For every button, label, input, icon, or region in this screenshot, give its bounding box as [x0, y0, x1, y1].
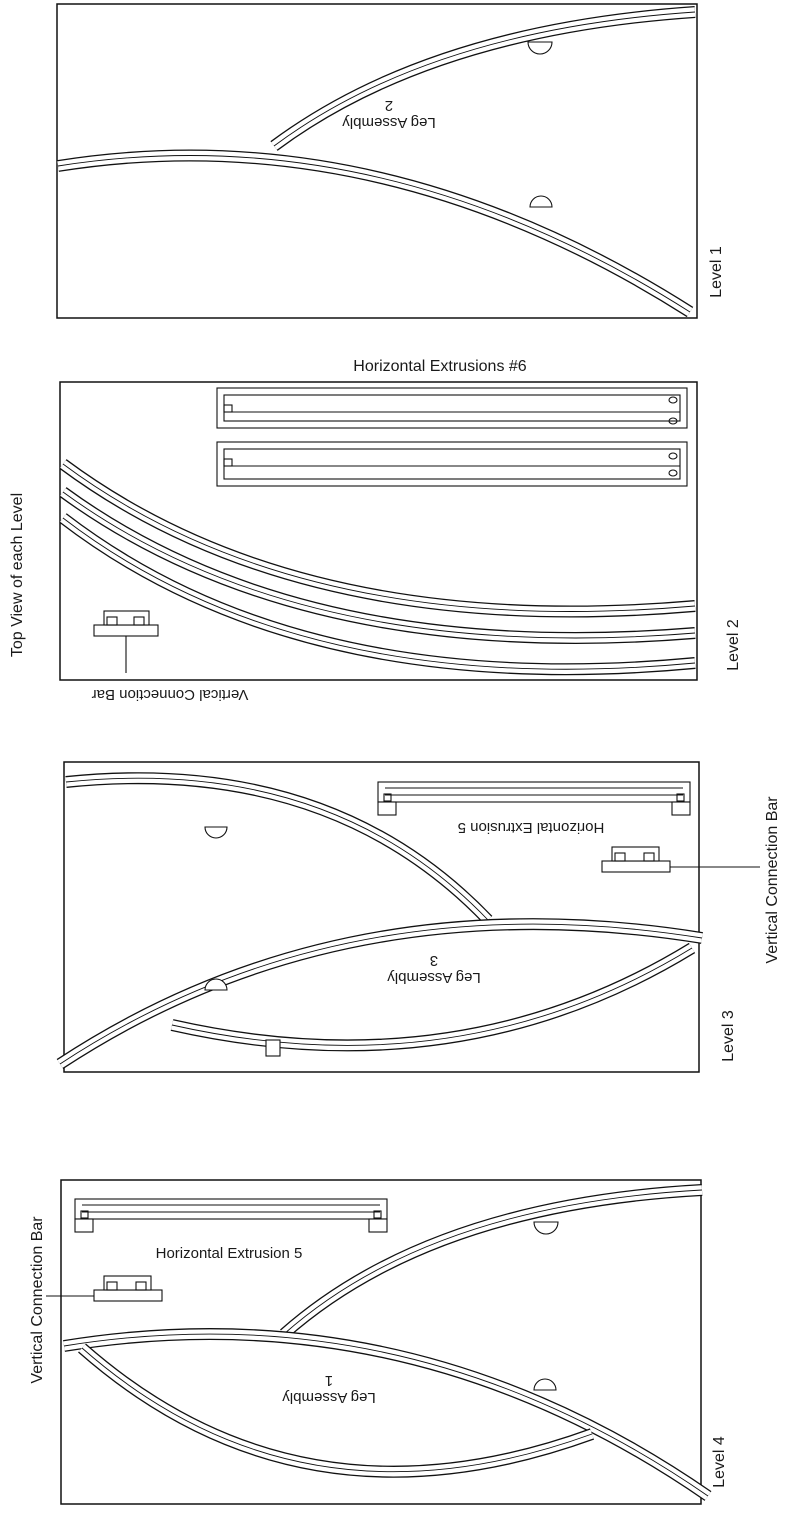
level-2-label: Level 2 [725, 619, 742, 671]
svg-text:1: 1 [325, 1372, 333, 1389]
level-4-mount-tab-b [533, 1378, 557, 1391]
svg-text:Leg Assembly: Leg Assembly [282, 1389, 376, 1406]
level-4-branch-rail [280, 1184, 703, 1339]
horizontal-extrusions-6-label: Horizontal Extrusions #6 [353, 358, 527, 375]
level-4-vertical-connection-bar-label: Vertical Connection Bar [29, 1216, 46, 1384]
level-3-mount-tab-b [204, 978, 228, 991]
horizontal-extrusion-bar-a [216, 387, 688, 429]
level-1-label: Level 1 [708, 246, 725, 298]
level-4-label: Level 4 [711, 1436, 728, 1488]
leg-assembly-3-label: Leg Assembly 3 [387, 952, 481, 986]
svg-text:3: 3 [430, 952, 438, 969]
level-4-vertical-connection-bar-part [46, 1275, 163, 1302]
level-2-curved-rail-a [59, 459, 696, 618]
level-4-long-rail [63, 1328, 712, 1501]
level-3-mount-block [265, 1039, 281, 1057]
top-view-label: Top View of each Level [9, 493, 26, 657]
level-1-branch-rail [270, 6, 696, 151]
svg-text:Leg Assembly: Leg Assembly [342, 114, 436, 131]
level-3-lower-rail [170, 942, 696, 1052]
level-3-vertical-connection-bar-part [601, 846, 760, 873]
level-4-lower-rail [78, 1343, 595, 1478]
level-2-vertical-connection-bar-label: Vertical Connection Bar [92, 686, 249, 703]
level-1-long-rail [57, 149, 694, 318]
leg-assembly-2-label: Leg Assembly 2 [342, 97, 436, 131]
level-4-mount-tab-a [533, 1221, 559, 1235]
level-3-label: Level 3 [720, 1010, 737, 1062]
svg-text:Leg Assembly: Leg Assembly [387, 969, 481, 986]
level-1-mount-tab-a [527, 41, 553, 55]
level-4-frame [60, 1179, 702, 1505]
level-1-panel: Leg Assembly 2 Level 1 [56, 3, 725, 319]
level-3-panel: Horizontal Extrusion 5 Vertical Connecti… [56, 761, 781, 1073]
svg-text:2: 2 [385, 97, 393, 114]
level-3-vertical-connection-bar-label: Vertical Connection Bar [764, 796, 781, 964]
level-3-long-rail [56, 918, 703, 1070]
level-1-mount-tab-b [529, 195, 553, 208]
level-4-horizontal-extrusion-part [74, 1198, 388, 1233]
level-4-horizontal-extrusion-label: Horizontal Extrusion 5 [156, 1245, 303, 1262]
level-2-curved-rail-b [59, 487, 696, 644]
level-3-horizontal-extrusion-label: Horizontal Extrusion 5 [458, 819, 605, 836]
leg-assembly-1-label: Leg Assembly 1 [282, 1372, 376, 1406]
level-2-curved-rail-c [59, 513, 696, 676]
level-2-vertical-connection-bar-part [93, 610, 159, 673]
level-3-horizontal-extrusion-part [377, 781, 691, 816]
level-2-panel: Horizontal Extrusions #6 [9, 358, 742, 703]
horizontal-extrusion-bar-b [216, 441, 688, 487]
level-3-top-rail [65, 772, 493, 925]
level-4-panel: Horizontal Extrusion 5 Vertical Connecti… [29, 1179, 728, 1505]
level-3-mount-tab-a [204, 826, 228, 839]
